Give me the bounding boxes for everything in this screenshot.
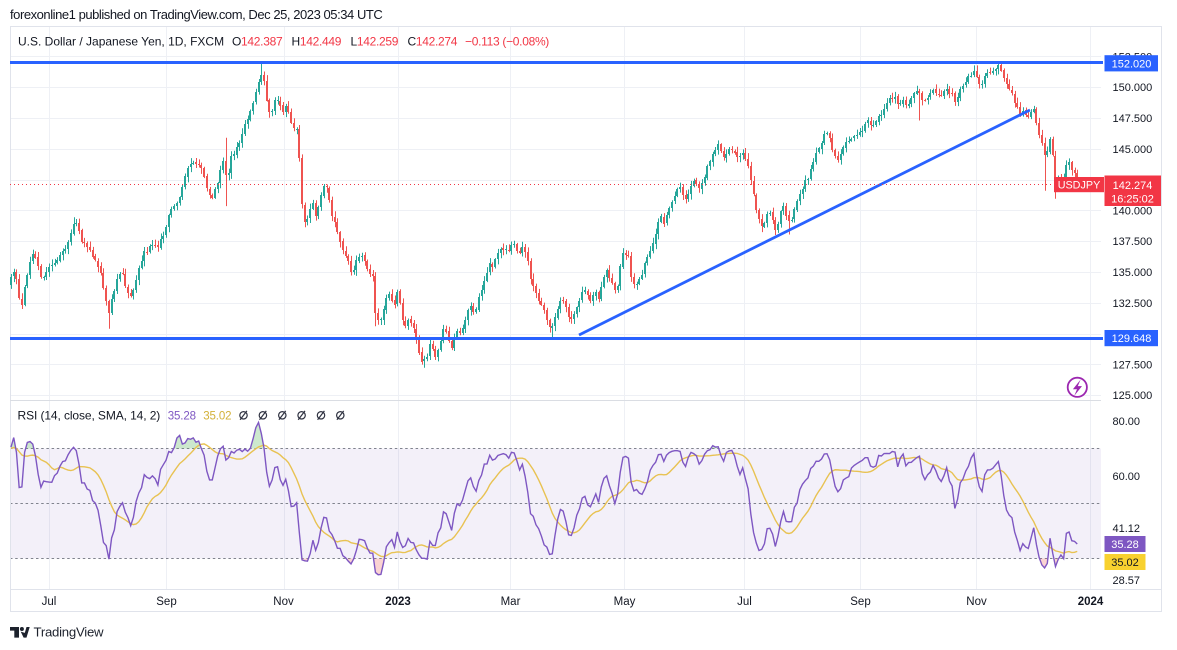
svg-text:RSI (14, close, SMA, 14, 2)35.: RSI (14, close, SMA, 14, 2) 35.28 35.02 — [18, 409, 232, 423]
svg-text:Jul: Jul — [737, 596, 752, 608]
svg-text:USDJPY: USDJPY — [1058, 179, 1101, 191]
svg-text:2024: 2024 — [1078, 596, 1104, 608]
svg-text:152.020: 152.020 — [1112, 58, 1152, 70]
svg-text:142.274: 142.274 — [1113, 180, 1153, 192]
svg-text:60.00: 60.00 — [1113, 471, 1141, 483]
svg-text:Jul: Jul — [42, 596, 57, 608]
svg-text:TradingView: TradingView — [34, 625, 105, 640]
svg-text:145.000: 145.000 — [1113, 144, 1153, 156]
svg-text:2023: 2023 — [385, 596, 411, 608]
svg-text:150.000: 150.000 — [1113, 82, 1153, 94]
svg-text:Nov: Nov — [273, 596, 294, 608]
svg-text:16:25:02: 16:25:02 — [1111, 194, 1154, 206]
svg-text:135.000: 135.000 — [1113, 267, 1153, 279]
svg-text:137.500: 137.500 — [1113, 236, 1153, 248]
svg-text:129.648: 129.648 — [1112, 333, 1152, 345]
svg-text:125.000: 125.000 — [1113, 390, 1153, 402]
svg-text:Sep: Sep — [850, 596, 870, 608]
svg-text:132.500: 132.500 — [1113, 298, 1153, 310]
svg-text:41.12: 41.12 — [1113, 523, 1141, 535]
svg-text:U.S. Dollar / Japanese Yen, 1D: U.S. Dollar / Japanese Yen, 1D, FXCM — [18, 35, 224, 49]
svg-text:147.500: 147.500 — [1113, 113, 1153, 125]
svg-text:Mar: Mar — [501, 596, 521, 608]
svg-text:May: May — [614, 596, 636, 608]
svg-text:35.28: 35.28 — [1111, 539, 1139, 551]
svg-text:140.000: 140.000 — [1113, 205, 1153, 217]
svg-text:127.500: 127.500 — [1113, 359, 1153, 371]
svg-text:28.57: 28.57 — [1113, 575, 1141, 587]
svg-text:35.02: 35.02 — [1111, 557, 1139, 569]
svg-text:forexonline1 published on Trad: forexonline1 published on TradingView.co… — [10, 7, 382, 22]
svg-text:Sep: Sep — [156, 596, 176, 608]
svg-text:Nov: Nov — [966, 596, 987, 608]
svg-text:80.00: 80.00 — [1113, 416, 1141, 428]
